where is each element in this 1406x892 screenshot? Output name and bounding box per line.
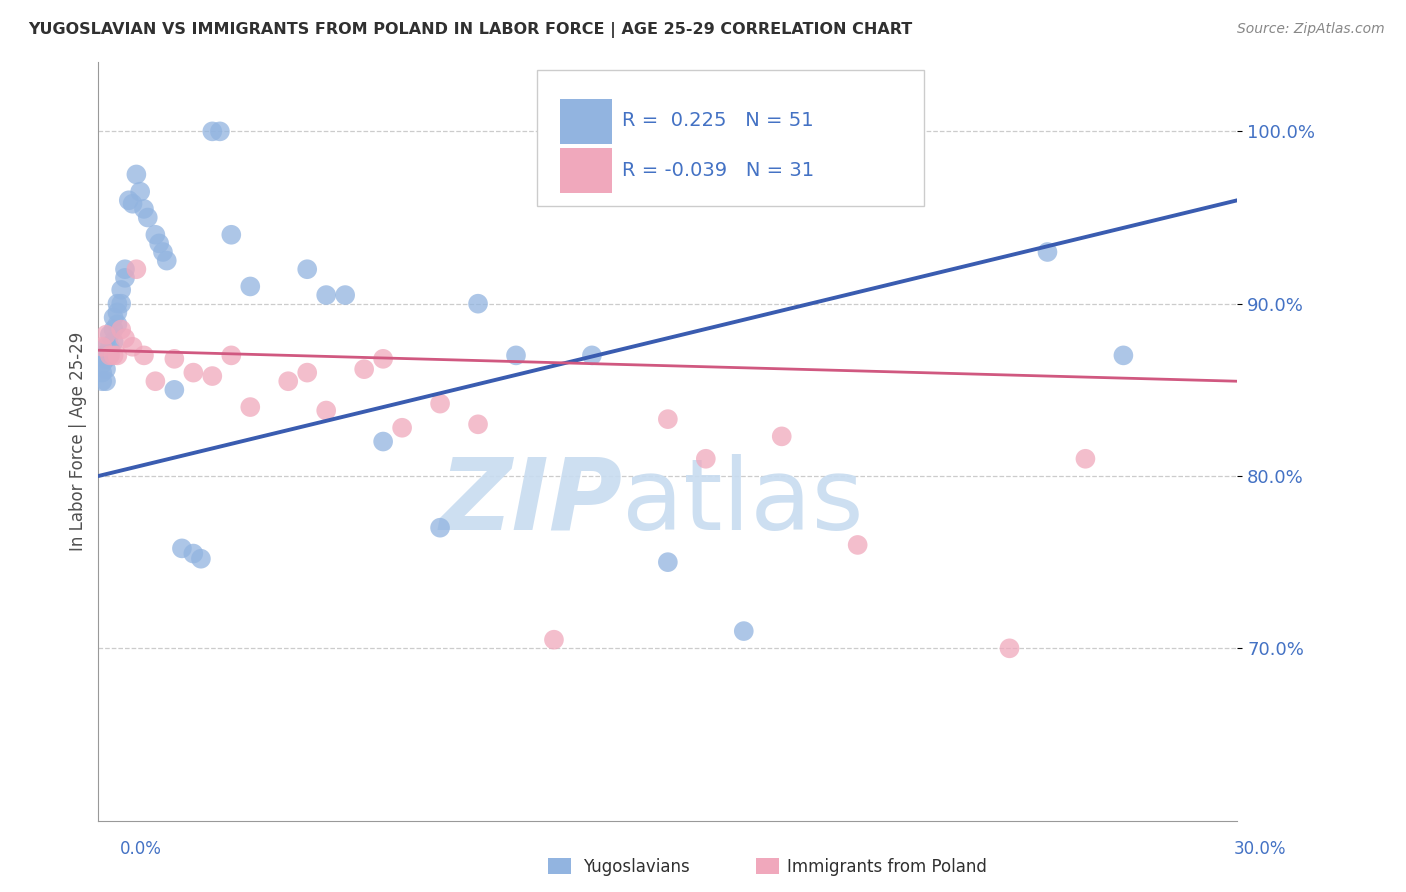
Point [429, 521, 451, 535]
Point [107, 348, 129, 362]
Point [125, 262, 148, 277]
Point [152, 245, 174, 260]
Point [733, 624, 755, 639]
Point [208, 124, 231, 138]
Point [91, 357, 114, 371]
Point [353, 362, 375, 376]
Point [107, 318, 129, 332]
Point [163, 383, 186, 397]
Point [170, 541, 193, 556]
Point [467, 417, 489, 432]
Point [118, 194, 141, 208]
Point [183, 547, 205, 561]
Point [371, 434, 394, 449]
Point [183, 366, 205, 380]
Point [145, 374, 167, 388]
Point [335, 288, 357, 302]
Point [201, 369, 224, 384]
Text: Yugoslavians: Yugoslavians [583, 858, 690, 876]
Point [581, 348, 603, 362]
Point [201, 124, 224, 138]
Point [998, 641, 1021, 656]
Point [148, 236, 170, 251]
Text: atlas: atlas [623, 454, 863, 550]
Text: YUGOSLAVIAN VS IMMIGRANTS FROM POLAND IN LABOR FORCE | AGE 25-29 CORRELATION CHA: YUGOSLAVIAN VS IMMIGRANTS FROM POLAND IN… [28, 22, 912, 38]
Point [110, 283, 132, 297]
Point [114, 331, 136, 345]
Point [429, 397, 451, 411]
Point [110, 296, 132, 310]
Point [1112, 348, 1135, 362]
Text: Immigrants from Poland: Immigrants from Poland [787, 858, 987, 876]
Point [94, 327, 117, 342]
Point [239, 279, 262, 293]
Point [391, 421, 413, 435]
FancyBboxPatch shape [560, 148, 612, 193]
Point [297, 366, 319, 380]
Point [91, 374, 114, 388]
Point [121, 196, 143, 211]
Point [91, 340, 114, 354]
Text: ZIP: ZIP [439, 454, 623, 550]
Point [467, 296, 489, 310]
Point [103, 322, 125, 336]
Point [114, 262, 136, 277]
Point [770, 429, 793, 443]
Point [221, 227, 243, 242]
Point [121, 340, 143, 354]
Point [98, 340, 121, 354]
Point [129, 185, 152, 199]
Point [543, 632, 565, 647]
Point [94, 362, 117, 376]
Point [371, 351, 394, 366]
Point [136, 211, 159, 225]
FancyBboxPatch shape [537, 70, 924, 207]
Point [91, 366, 114, 380]
Point [94, 374, 117, 388]
Point [132, 202, 155, 216]
Point [114, 270, 136, 285]
Point [657, 555, 679, 569]
Y-axis label: In Labor Force | Age 25-29: In Labor Force | Age 25-29 [69, 332, 87, 551]
Text: 30.0%: 30.0% [1234, 840, 1286, 858]
Point [110, 322, 132, 336]
Point [277, 374, 299, 388]
Text: R = -0.039   N = 31: R = -0.039 N = 31 [623, 161, 814, 179]
Point [132, 348, 155, 362]
Point [505, 348, 527, 362]
Point [91, 348, 114, 362]
FancyBboxPatch shape [560, 99, 612, 144]
Point [107, 305, 129, 319]
Point [1036, 245, 1059, 260]
Point [163, 351, 186, 366]
Point [103, 310, 125, 325]
Point [103, 348, 125, 362]
Point [297, 262, 319, 277]
Point [315, 288, 337, 302]
Text: R =  0.225   N = 51: R = 0.225 N = 51 [623, 112, 814, 130]
Point [315, 403, 337, 417]
Point [103, 334, 125, 349]
Point [94, 340, 117, 354]
Point [125, 168, 148, 182]
Point [98, 327, 121, 342]
Point [156, 253, 179, 268]
Point [657, 412, 679, 426]
Point [107, 296, 129, 310]
Point [98, 348, 121, 362]
Point [695, 451, 717, 466]
Point [221, 348, 243, 362]
Point [145, 227, 167, 242]
Point [94, 351, 117, 366]
Point [190, 551, 212, 566]
Text: 0.0%: 0.0% [120, 840, 162, 858]
Point [239, 400, 262, 414]
Point [1074, 451, 1097, 466]
Point [846, 538, 869, 552]
Point [98, 348, 121, 362]
Text: Source: ZipAtlas.com: Source: ZipAtlas.com [1237, 22, 1385, 37]
